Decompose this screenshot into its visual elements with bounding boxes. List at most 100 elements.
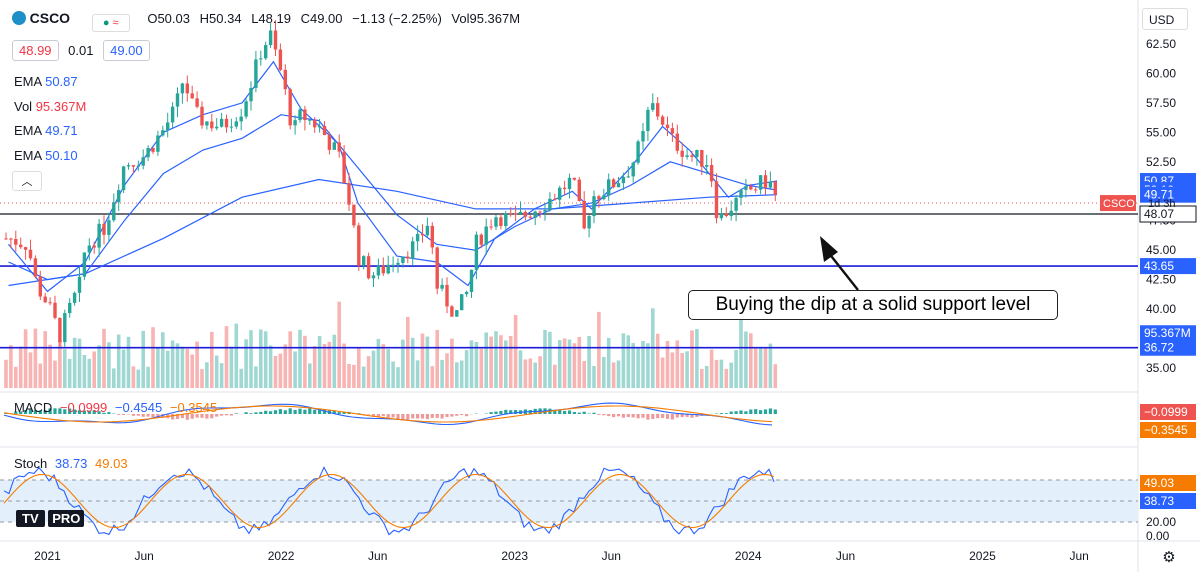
annotation-arrow (828, 252, 858, 290)
stoch-legend[interactable]: Stoch 38.73 49.03 (14, 456, 128, 471)
volume-bar (9, 345, 13, 388)
candle-body (607, 179, 610, 195)
volume-bar (323, 344, 327, 388)
candle-body (284, 70, 287, 89)
candle-body (34, 258, 37, 276)
collapse-button[interactable]: ︿ (12, 171, 42, 191)
stoch-tick-label: 0.00 (1146, 529, 1170, 543)
volume-bar (715, 360, 719, 388)
macd-histogram-bar (592, 413, 595, 414)
macd-histogram-bar (367, 414, 370, 415)
candle-body (323, 126, 326, 135)
volume-bar (450, 339, 454, 388)
candle-body (367, 256, 370, 278)
candle-body (632, 163, 635, 177)
macd-histogram-bar (490, 412, 493, 414)
volume-bar (587, 336, 591, 388)
volume-bar (538, 356, 542, 388)
candle-body (14, 239, 17, 245)
indicator-ema-1[interactable]: EMA 50.87 (14, 74, 78, 89)
volume-bar (754, 348, 758, 388)
symbol-name[interactable]: CSCO (30, 10, 70, 26)
stoch-badge-label: 49.03 (1144, 476, 1174, 490)
candle-body (396, 263, 399, 265)
macd-histogram-bar (720, 413, 723, 414)
volume-bar (372, 351, 376, 388)
annotation-group (820, 236, 858, 290)
candle-body (362, 256, 365, 266)
price-tick-label: 42.50 (1146, 273, 1176, 287)
indicator-ema-2[interactable]: EMA 49.71 (14, 123, 78, 138)
volume-bar (107, 342, 111, 388)
volume-bar (68, 359, 72, 388)
volume-bar (117, 335, 121, 388)
volume-bar (631, 343, 635, 388)
volume-bar (548, 332, 552, 388)
price-badge-label: 43.65 (1144, 259, 1174, 273)
settings-button[interactable]: ⚙ (1160, 548, 1178, 566)
volume-bar (284, 344, 288, 388)
candle-body (107, 220, 110, 235)
candle-body (524, 212, 527, 217)
symbol-header: CSCO ● ≈ O50.03 H50.34 L48.19 C49.00 −1.… (12, 10, 520, 32)
candle-body (274, 30, 277, 49)
macd-badge-label: −0.0999 (1144, 405, 1188, 419)
indicator-vol[interactable]: Vol 95.367M (14, 99, 86, 114)
volume-bar (607, 338, 611, 388)
macd-histogram-bar (269, 411, 272, 414)
time-tick-label: Jun (368, 549, 387, 563)
macd-histogram-bar (338, 412, 341, 414)
ask-button[interactable]: 49.00 (103, 40, 150, 61)
time-tick-label: Jun (602, 549, 621, 563)
macd-histogram-bar (411, 414, 414, 418)
macd-histogram-bar (382, 414, 385, 416)
macd-histogram-bar (617, 414, 620, 416)
macd-legend[interactable]: MACD −0.0999 −0.4545 −0.3545 (14, 400, 217, 415)
macd-histogram-bar (274, 410, 277, 414)
candle-body (4, 238, 7, 239)
candle-body (254, 59, 257, 87)
ohlc-close: C49.00 (301, 11, 343, 26)
volume-bar (680, 353, 684, 388)
volume-bar (710, 350, 714, 388)
volume-bar (582, 361, 586, 388)
macd-histogram-bar (666, 414, 669, 419)
volume-bar (553, 365, 557, 388)
macd-histogram-bar (749, 410, 752, 414)
volume-bar (426, 337, 430, 388)
volume-bar (298, 330, 302, 388)
volume-bar (249, 330, 253, 388)
price-tick-label: 55.00 (1146, 125, 1176, 139)
volume-bar (303, 336, 307, 388)
bid-button[interactable]: 48.99 (12, 40, 59, 61)
compare-icon[interactable]: ● ≈ (92, 14, 130, 32)
volume-bar (382, 344, 386, 388)
candle-body (421, 234, 424, 235)
volume-bar (190, 355, 194, 388)
candle-body (739, 190, 742, 198)
candle-body (681, 151, 684, 157)
candle-body (244, 101, 247, 116)
volume-bar (244, 339, 248, 388)
indicator-ema-3[interactable]: EMA 50.10 (14, 148, 78, 163)
volume-bar (161, 332, 165, 388)
volume-bar (568, 340, 572, 388)
ohlc-high: H50.34 (200, 11, 242, 26)
candle-body (112, 202, 115, 220)
currency-button[interactable]: USD (1142, 8, 1188, 30)
macd-histogram-bar (661, 414, 664, 418)
volume-bar (705, 366, 709, 388)
volume-bar (362, 367, 366, 388)
price-axis: 62.5060.0057.5055.0052.5050.0047.5045.00… (1100, 37, 1196, 375)
volume-bar (318, 336, 322, 388)
volume-bar (597, 312, 601, 388)
macd-histogram-bar (308, 408, 311, 414)
arrow-head-icon (820, 236, 838, 262)
volume-bar (333, 335, 337, 388)
volume-bar (612, 362, 616, 388)
candle-body (102, 224, 105, 235)
price-badge-label: 95.367M (1144, 326, 1191, 340)
volume-bar (48, 345, 52, 388)
macd-histogram-bar (632, 414, 635, 417)
